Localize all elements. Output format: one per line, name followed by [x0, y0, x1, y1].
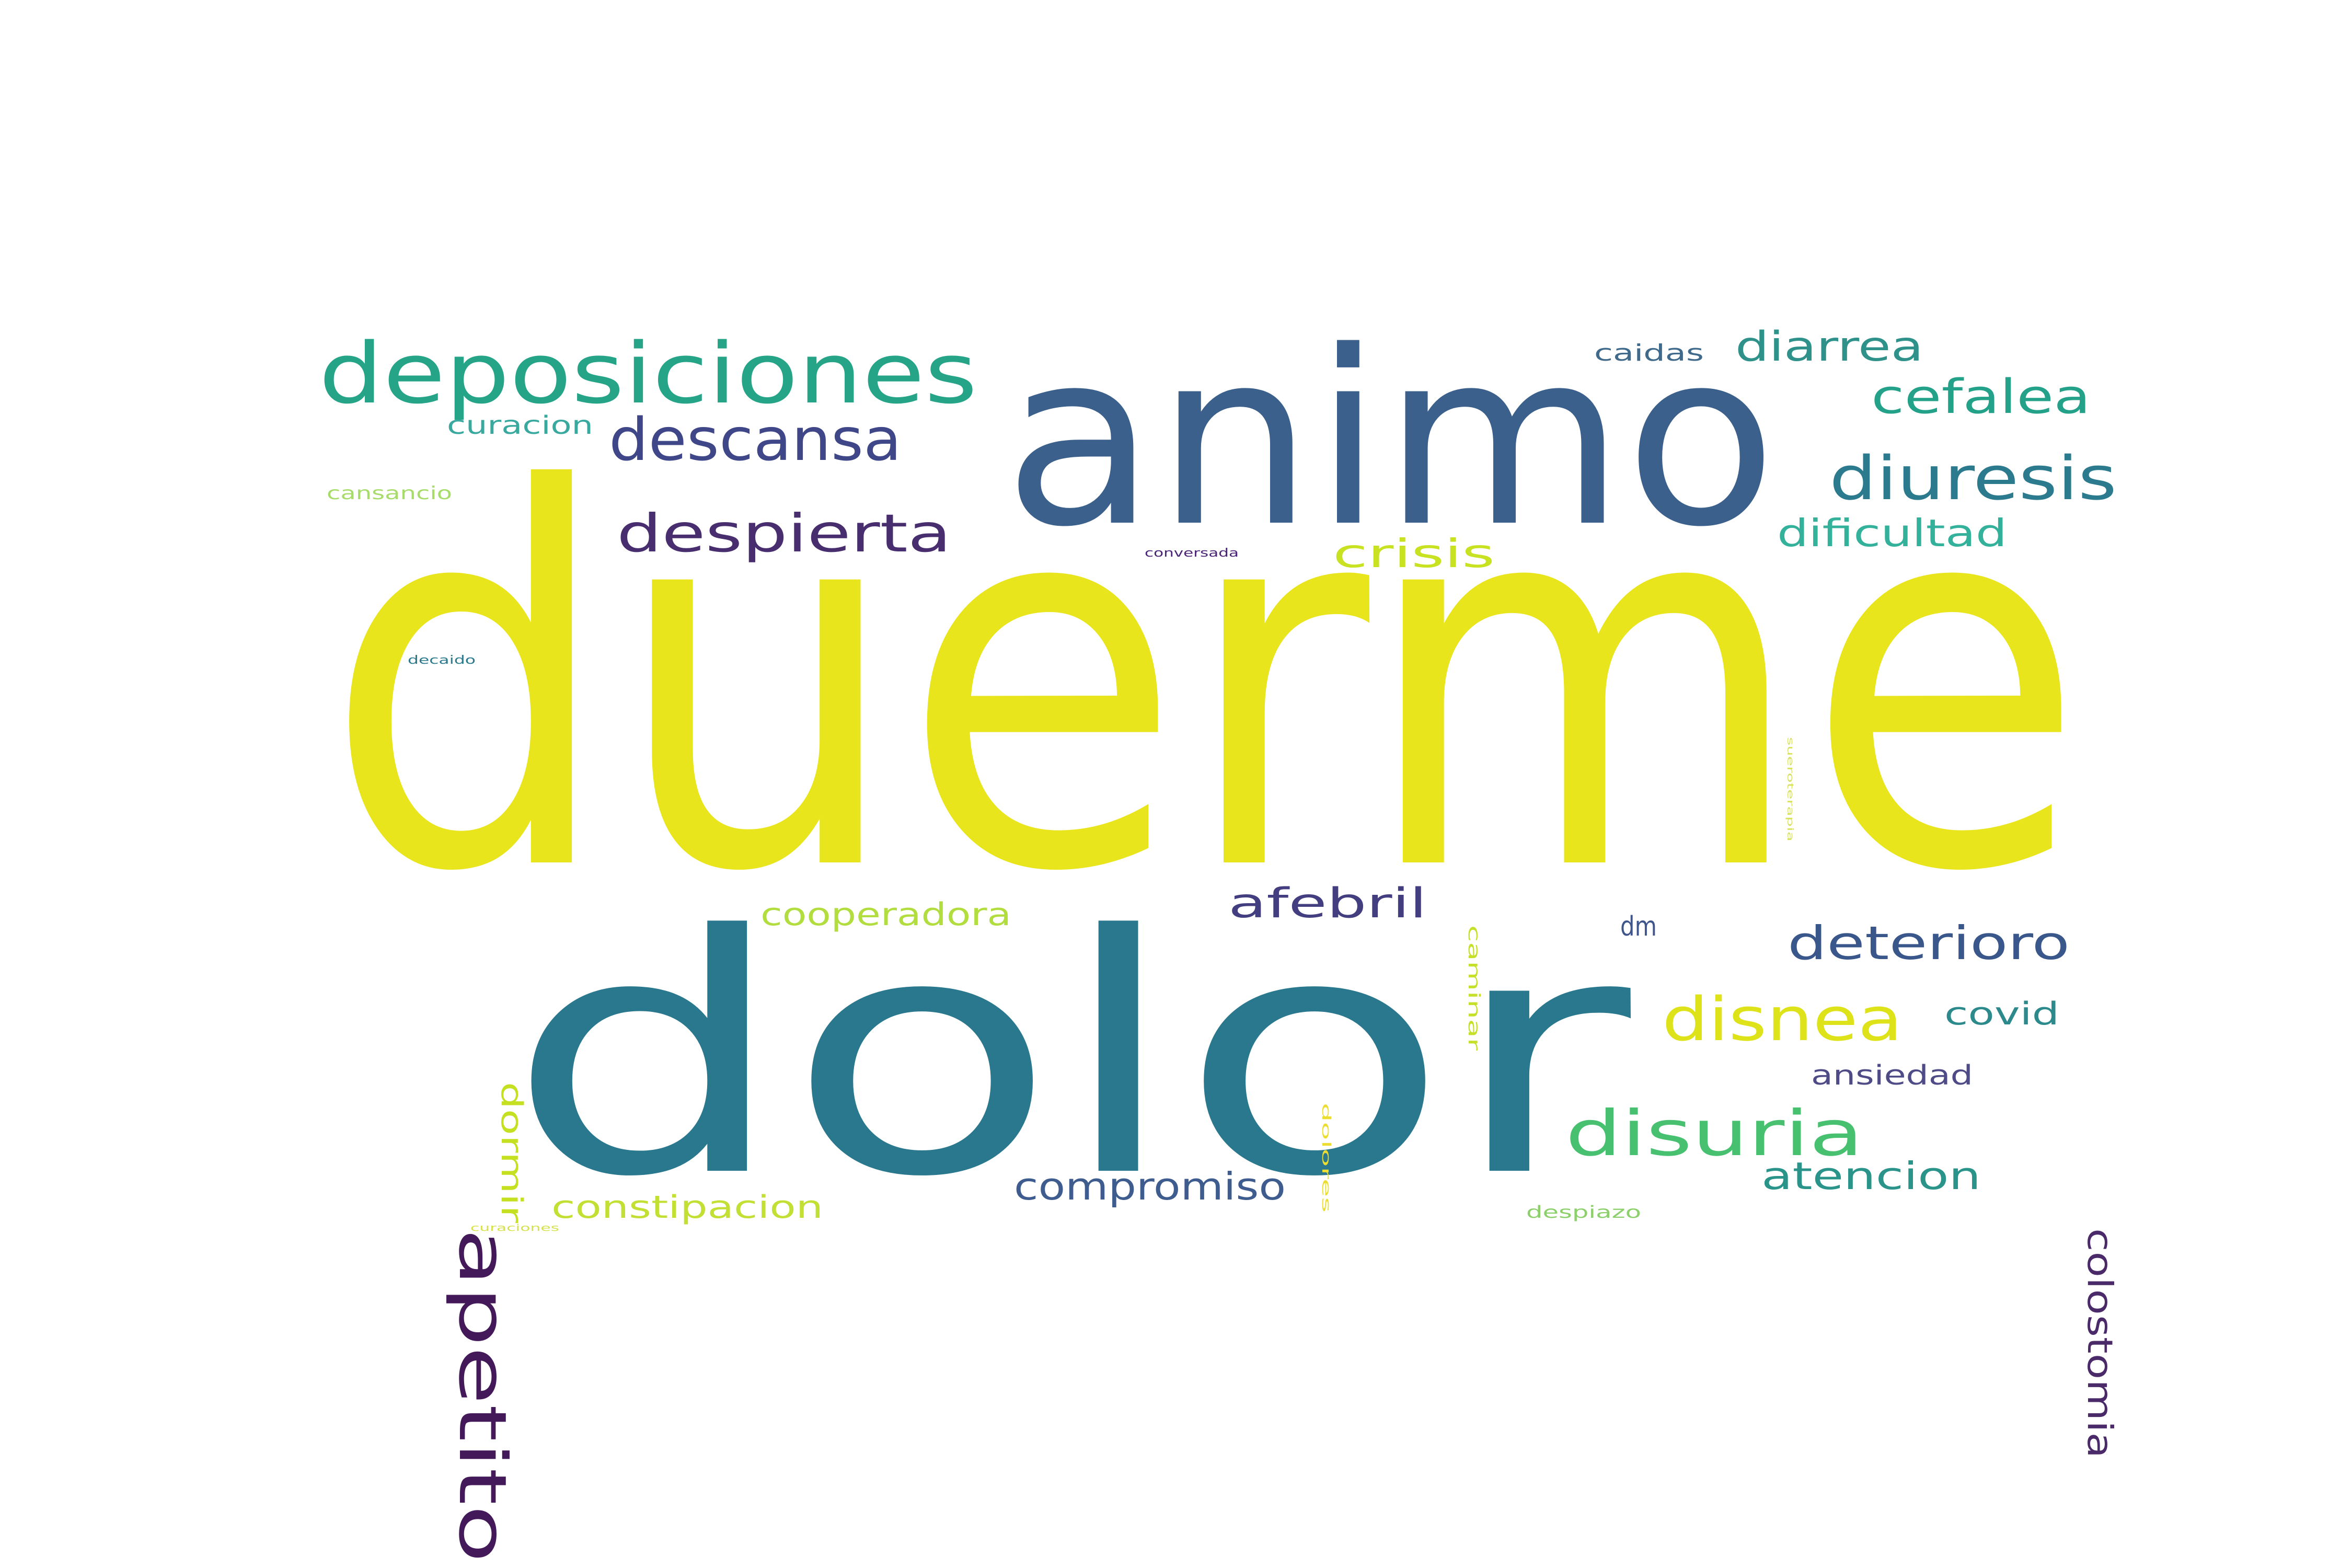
word-duerme: duerme	[324, 383, 2085, 985]
word-colostomia: colostomia	[2080, 1228, 2120, 1458]
word-atencion: atencion	[1761, 1154, 1981, 1198]
word-crisis: crisis	[1333, 531, 1495, 577]
word-dolores: dolores	[1319, 1103, 1332, 1213]
word-ansiedad: ansiedad	[1811, 1060, 1973, 1091]
word-sueroterapia: sueroterapia	[1785, 737, 1795, 841]
word-dolor: dolor	[507, 865, 1635, 1249]
word-deposiciones: deposiciones	[319, 325, 977, 422]
word-covid: covid	[1944, 996, 2059, 1032]
word-dormir: dormir	[494, 1082, 528, 1224]
word-decaido: decaido	[408, 654, 476, 667]
word-cansancio: cansancio	[327, 483, 452, 504]
word-cooperadora: cooperadora	[760, 896, 1011, 933]
word-dificultad: dificultad	[1777, 511, 2007, 555]
word-afebril: afebril	[1228, 880, 1427, 927]
word-constipacion: constipacion	[551, 1189, 823, 1226]
word-deterioro: deterioro	[1788, 916, 2070, 970]
word-disuria: disuria	[1565, 1098, 1863, 1170]
word-diuresis: diuresis	[1829, 444, 2117, 514]
word-conversada: conversada	[1145, 547, 1239, 560]
word-compromiso: compromiso	[1014, 1165, 1286, 1208]
word-despierta: despierta	[617, 503, 951, 564]
word-cefalea: cefalea	[1871, 370, 2091, 424]
word-descansa: descansa	[609, 406, 902, 474]
word-caminar: caminar	[1465, 925, 1483, 1051]
word-diarrea: diarrea	[1735, 324, 1923, 371]
word-curacion: curacion	[447, 411, 593, 440]
word-curaciones: curaciones	[470, 1223, 559, 1233]
word-caidas: caidas	[1594, 340, 1704, 366]
word-despiazo: despiazo	[1526, 1202, 1641, 1222]
word-apetito: apetito	[444, 1228, 520, 1563]
word-dm: dm	[1620, 911, 1657, 942]
word-disnea: disnea	[1662, 985, 1903, 1055]
word-animo: animo	[1004, 300, 1777, 580]
